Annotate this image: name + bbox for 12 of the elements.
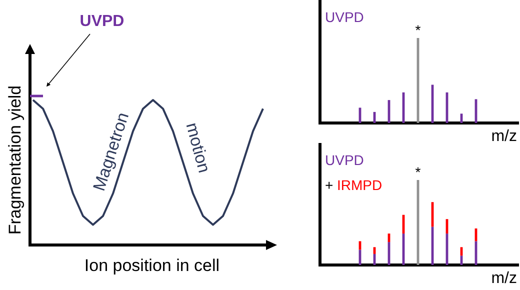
text: + bbox=[325, 177, 334, 193]
x-axis-title: m/z bbox=[491, 270, 517, 287]
text: * bbox=[415, 22, 422, 38]
x-axis-title: m/z bbox=[491, 128, 517, 145]
text: UVPD bbox=[80, 13, 124, 30]
annotation: * bbox=[415, 164, 422, 180]
y-axis-title: Fragmentation yield bbox=[5, 85, 24, 235]
x-axis-title: Ion position in cell bbox=[84, 256, 220, 275]
text: UVPD bbox=[325, 9, 364, 25]
annotation: motion bbox=[182, 120, 214, 175]
text: UVPD bbox=[325, 152, 364, 168]
text: IRMPD bbox=[337, 177, 382, 193]
